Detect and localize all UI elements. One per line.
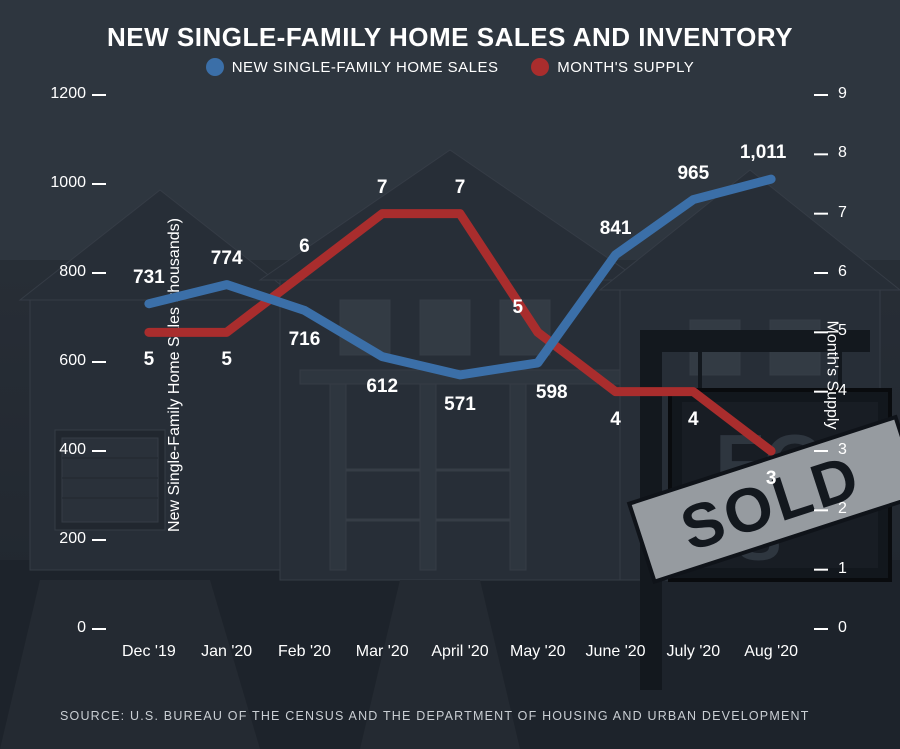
x-tick-label: Dec '19 — [122, 643, 176, 661]
x-tick-label: July '20 — [666, 643, 720, 661]
y-right-tick-label: 5 — [838, 322, 847, 340]
x-tick-label: June '20 — [586, 643, 646, 661]
y-left-tick-label: 0 — [77, 619, 86, 637]
data-point-label: 7 — [377, 177, 388, 199]
legend-label-sales: NEW SINGLE-FAMILY HOME SALES — [232, 59, 499, 76]
y-left-tick-label: 200 — [59, 530, 86, 548]
y-left-tick-label: 400 — [59, 441, 86, 459]
y-right-tick-label: 7 — [838, 204, 847, 222]
data-point-label: 965 — [677, 163, 709, 185]
source-text: SOURCE: U.S. BUREAU OF THE CENSUS AND TH… — [60, 709, 810, 723]
data-point-label: 6 — [299, 236, 310, 258]
chart-title: NEW SINGLE-FAMILY HOME SALES AND INVENTO… — [0, 22, 900, 53]
x-tick-label: April '20 — [431, 643, 488, 661]
x-tick-label: May '20 — [510, 643, 566, 661]
legend-item-supply: MONTH'S SUPPLY — [531, 58, 694, 76]
data-point-label: 1,011 — [740, 142, 787, 164]
legend-label-supply: MONTH'S SUPPLY — [557, 59, 694, 76]
y-right-tick-label: 6 — [838, 263, 847, 281]
y-left-tick-label: 1200 — [50, 85, 86, 103]
data-point-label: 5 — [144, 349, 155, 371]
y-left-tick-label: 800 — [59, 263, 86, 281]
data-point-label: 5 — [512, 297, 523, 319]
data-point-label: 5 — [221, 349, 232, 371]
x-tick-label: Mar '20 — [356, 643, 409, 661]
data-point-label: 612 — [366, 376, 398, 398]
data-point-label: 598 — [536, 382, 568, 404]
y-right-tick-label: 2 — [838, 500, 847, 518]
y-right-tick-label: 4 — [838, 382, 847, 400]
y-right-tick-label: 9 — [838, 85, 847, 103]
x-tick-label: Aug '20 — [744, 643, 798, 661]
legend-item-sales: NEW SINGLE-FAMILY HOME SALES — [206, 58, 499, 76]
legend-dot-supply — [531, 58, 549, 76]
data-point-label: 4 — [610, 409, 621, 431]
data-point-label: 716 — [289, 329, 321, 351]
y-right-tick-label: 1 — [838, 560, 847, 578]
y-right-tick-label: 8 — [838, 144, 847, 162]
y-left-tick-label: 600 — [59, 352, 86, 370]
x-tick-label: Feb '20 — [278, 643, 331, 661]
y-right-tick-label: 3 — [838, 441, 847, 459]
data-point-label: 4 — [688, 409, 699, 431]
legend-dot-sales — [206, 58, 224, 76]
data-point-label: 3 — [766, 468, 777, 490]
y-right-tick-label: 0 — [838, 619, 847, 637]
data-point-label: 841 — [600, 218, 632, 240]
y-left-tick-label: 1000 — [50, 174, 86, 192]
data-point-label: 7 — [455, 177, 466, 199]
x-tick-label: Jan '20 — [201, 643, 252, 661]
legend: NEW SINGLE-FAMILY HOME SALES MONTH'S SUP… — [0, 58, 900, 80]
plot-area: 0200400600800100012000123456789Dec '19Ja… — [110, 95, 810, 629]
data-point-label: 774 — [211, 248, 243, 270]
data-point-label: 571 — [444, 394, 476, 416]
data-point-label: 731 — [133, 267, 165, 289]
